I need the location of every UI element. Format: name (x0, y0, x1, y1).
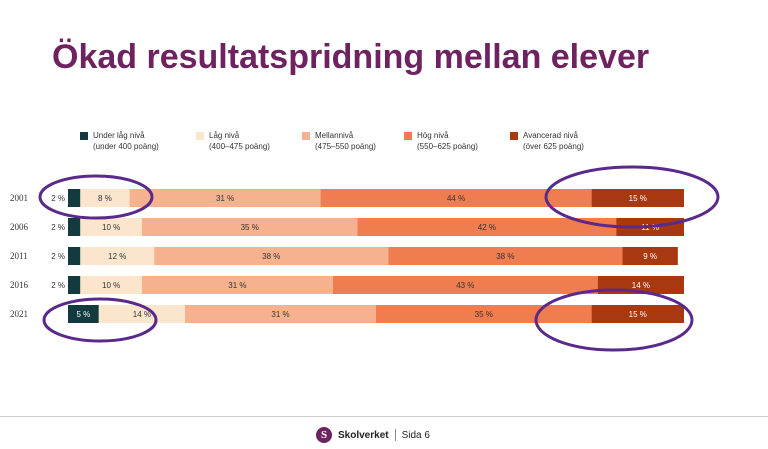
legend-swatch-avancerad (510, 132, 518, 140)
data-label: 15 % (629, 310, 647, 319)
bar-segment (388, 247, 623, 265)
legend-label: Hög nivå (417, 131, 449, 140)
data-label: 10 % (102, 223, 120, 232)
data-label: 9 % (643, 252, 657, 261)
year-label: 2006 (10, 222, 29, 232)
legend-sublabel: (550–625 poäng) (417, 142, 478, 151)
legend-sublabel: (under 400 poäng) (93, 142, 159, 151)
highlight-circle (544, 165, 720, 229)
bar-segment (185, 305, 376, 323)
data-label: 31 % (228, 281, 246, 290)
highlight-circle (38, 174, 154, 220)
footer-separator (394, 429, 396, 441)
bar-segment (129, 189, 321, 207)
bar-segment (591, 305, 684, 323)
bar-segment (68, 218, 81, 236)
bar-segment (357, 218, 617, 236)
legend-sublabel: (400–475 poäng) (209, 142, 270, 151)
highlight-circle (534, 288, 694, 352)
year-label: 2016 (10, 280, 29, 290)
data-label: 44 % (447, 194, 465, 203)
data-label: 31 % (271, 310, 289, 319)
data-label: 31 % (216, 194, 234, 203)
bar-segment (141, 276, 333, 294)
data-label: 2 % (51, 281, 65, 290)
legend-label: Avancerad nivå (523, 131, 578, 140)
legend-sublabel: (över 625 poäng) (523, 142, 584, 151)
footer-page-number: Sida 6 (401, 429, 430, 441)
data-label: 35 % (475, 310, 493, 319)
bar-segment (332, 276, 598, 294)
bar-segment (98, 305, 186, 323)
bar-segment (591, 189, 684, 207)
bar-segment (80, 276, 142, 294)
data-label: 15 % (629, 194, 647, 203)
footer-divider (0, 416, 768, 417)
bar-segment (68, 276, 81, 294)
bar-segment (320, 189, 592, 207)
highlight-circle (42, 297, 158, 343)
year-label: 2001 (10, 193, 28, 203)
legend-label: Låg nivå (209, 131, 240, 140)
data-label: 38 % (262, 252, 280, 261)
legend-label: Under låg nivå (93, 131, 145, 140)
data-label: 12 % (108, 252, 126, 261)
data-label: 14 % (133, 310, 151, 319)
footer-brand: Skolverket (338, 429, 389, 441)
bar-segment (80, 218, 142, 236)
bar-segment (622, 247, 678, 265)
data-label: 2 % (51, 223, 65, 232)
data-label: 35 % (241, 223, 259, 232)
bar-segment (68, 305, 99, 323)
data-label: 5 % (77, 310, 91, 319)
bar-segment (68, 189, 81, 207)
year-label: 2011 (10, 251, 28, 261)
data-label: 10 % (102, 281, 120, 290)
data-label: 2 % (51, 252, 65, 261)
bar-segment (68, 247, 81, 265)
year-label: 2021 (10, 309, 28, 319)
data-label: 2 % (51, 194, 65, 203)
bar-segment (154, 247, 389, 265)
data-label: 8 % (98, 194, 112, 203)
data-label: 14 % (632, 281, 650, 290)
legend-sublabel: (475–550 poäng) (315, 142, 376, 151)
data-label: 38 % (496, 252, 514, 261)
skolverket-logo-icon: S (316, 427, 332, 443)
footer: S Skolverket Sida 6 (316, 426, 430, 444)
legend-swatch-lag (196, 132, 204, 140)
legend-swatch-mellan (302, 132, 310, 140)
legend-label: Mellannivå (315, 131, 354, 140)
bar-segment (80, 247, 155, 265)
data-label: 42 % (478, 223, 496, 232)
bar-segment (141, 218, 358, 236)
bar-segment (376, 305, 592, 323)
legend-swatch-under-lag (80, 132, 88, 140)
data-label: 43 % (456, 281, 474, 290)
legend-swatch-hog (404, 132, 412, 140)
page-title: Ökad resultatspridning mellan elever (52, 38, 650, 76)
bar-segment (80, 189, 130, 207)
